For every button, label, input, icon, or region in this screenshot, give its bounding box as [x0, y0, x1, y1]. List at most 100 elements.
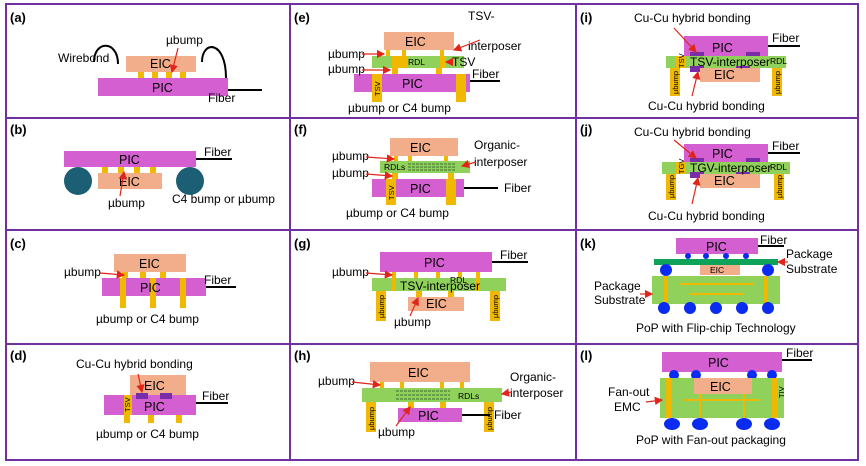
- solder-ball: [762, 264, 774, 276]
- rdl-label: RDL: [770, 56, 787, 66]
- ubump-arrow: [351, 380, 382, 389]
- solder-ball: [669, 370, 679, 380]
- rdl-label: RDL: [770, 162, 787, 172]
- ubump-arrow: [365, 154, 396, 163]
- interposer: [662, 162, 790, 174]
- ubump-arrow: [365, 270, 394, 279]
- fiber-label: Fiber: [772, 139, 799, 153]
- tiv: [772, 378, 778, 418]
- tiv-label: TIV: [777, 386, 786, 398]
- eic-label: EIC: [714, 174, 735, 188]
- ubump: [460, 382, 464, 388]
- solder-ball: [658, 302, 670, 314]
- tsv: [676, 56, 686, 68]
- ubump: [176, 415, 182, 423]
- panel-j: (j) Cu-Cu hybrid bonding PIC TGV-interpo…: [580, 122, 800, 223]
- ubump: [448, 173, 454, 179]
- panel-label: (b): [10, 122, 27, 137]
- cu-cu-bond: [690, 52, 704, 58]
- ubump: [414, 272, 418, 278]
- cuhb-label-top: Cu-Cu hybrid bonding: [634, 125, 751, 139]
- interposer-label: TSV-interposer: [400, 279, 480, 293]
- panel-grid: [5, 3, 859, 461]
- panel-label: (k): [580, 236, 596, 251]
- emc-label-2: EMC: [614, 400, 641, 414]
- ubump: [392, 173, 398, 179]
- tsv-label: TSV: [387, 185, 396, 200]
- solder-ball: [685, 253, 691, 259]
- fiber-label: Fiber: [786, 346, 813, 360]
- pic-label: PIC: [410, 182, 431, 196]
- ubump: [408, 156, 412, 161]
- wirebond-left: [93, 44, 119, 65]
- substrate-right-2: Substrate: [786, 262, 838, 276]
- substrate-left-2: Substrate: [594, 293, 646, 307]
- ubump-label-2: µbump: [394, 315, 431, 329]
- panel-h: (h) EIC RDLs PIC µbump µbump Organic- in…: [294, 348, 563, 439]
- panel-d: (d) Cu-Cu hybrid bonding TSV EIC PIC Fib…: [10, 348, 229, 441]
- cu-cu-bond: [746, 52, 760, 58]
- solder-ball: [767, 370, 777, 380]
- solder-ball: [747, 370, 757, 380]
- cu-cu-bond: [136, 393, 148, 399]
- interposer-label-1: Organic-: [474, 138, 520, 152]
- ubump: [380, 382, 384, 388]
- cuhb-arrow: [673, 139, 697, 159]
- ubump-label: µbump: [64, 265, 101, 279]
- copper-pillar: [484, 402, 494, 432]
- ubump-label: µbump: [166, 33, 203, 47]
- panel-c: (c) EIC PIC Fiber µbump µbump or C4 bump: [10, 236, 236, 326]
- pic-die: [98, 78, 228, 96]
- pic-label: PIC: [119, 153, 140, 167]
- ubump: [134, 167, 140, 173]
- pic-label: PIC: [418, 409, 439, 423]
- ubump-arrow: [409, 296, 419, 317]
- fiber-label: Fiber: [504, 181, 531, 195]
- tgv: [676, 162, 686, 174]
- copper-pillar: [670, 68, 680, 96]
- interposer-label-2: interposer: [510, 386, 563, 400]
- solder-ball: [703, 253, 709, 259]
- pillar-label: µbump: [775, 175, 784, 198]
- fiber-label: Fiber: [772, 31, 799, 45]
- fiber-label: Fiber: [472, 67, 499, 81]
- interposer-arrow: [460, 159, 477, 169]
- ubump: [152, 72, 158, 78]
- panel-l: (l) PIC EIC TIV Fiber Fan-out EMC PoP wi…: [580, 346, 813, 447]
- cu-cu-bond: [690, 66, 704, 72]
- tsv-label: TSV: [123, 397, 132, 412]
- panel-k: (k) PIC EIC Fiber Package Substrate Pack…: [580, 233, 838, 335]
- eic-die: [370, 362, 470, 382]
- eic-die: [98, 173, 162, 189]
- c4-bump: [176, 167, 204, 195]
- cu-cu-bond: [690, 158, 704, 164]
- tsv: [120, 278, 126, 308]
- ubump: [436, 68, 442, 74]
- ubump: [118, 167, 124, 173]
- pic-label: PIC: [708, 356, 729, 370]
- pillar-label: µbump: [491, 295, 500, 318]
- ubump: [124, 415, 130, 423]
- tsv: [386, 179, 396, 205]
- ubump-label-1: µbump: [332, 149, 369, 163]
- pic-label: PIC: [712, 147, 733, 161]
- fiber-label: Fiber: [208, 91, 235, 105]
- cuhb-arrow: [136, 373, 145, 394]
- ubump-label-2: µbump: [328, 62, 365, 76]
- ubump: [476, 272, 480, 278]
- pic-die: [380, 252, 492, 272]
- via: [764, 276, 768, 304]
- ubump: [458, 272, 462, 278]
- c4-bump: [64, 167, 92, 195]
- interposer-label: TSV-interposer: [690, 55, 770, 69]
- tsv: [440, 56, 446, 68]
- pic-die: [398, 408, 462, 422]
- pillar-label: µbump: [773, 71, 782, 94]
- ubump: [140, 272, 146, 278]
- substrate-right-1: Package: [786, 247, 833, 261]
- rdl-label: RDLs: [458, 391, 479, 401]
- interposer-arrow: [500, 388, 513, 397]
- wirebond-right: [201, 46, 227, 79]
- panel-b: (b) PIC EIC Fiber µbump C4 bump or µbump: [10, 122, 275, 210]
